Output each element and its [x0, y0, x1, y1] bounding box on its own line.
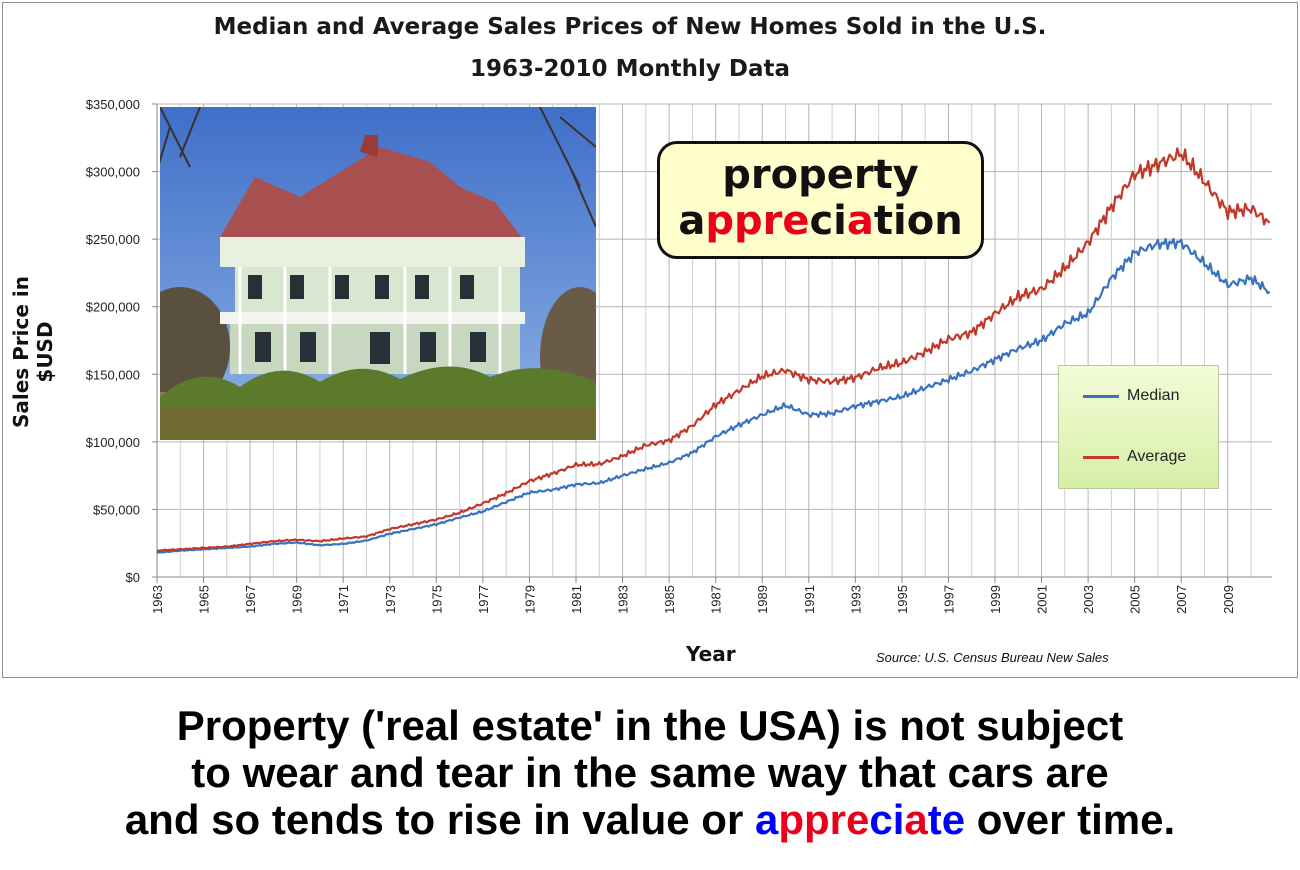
- y-axis-label: Sales Price in $USD: [9, 275, 57, 429]
- legend-label-median: Median: [1127, 387, 1180, 404]
- caption-line2: to wear and tear in the same way that ca…: [191, 749, 1109, 796]
- x-tick-label: 1993: [848, 585, 863, 614]
- x-tick-label: 1971: [336, 585, 351, 614]
- x-tick-label: 1987: [709, 585, 724, 614]
- legend-item-median: Median: [1083, 387, 1179, 405]
- x-tick-label: 2007: [1174, 585, 1189, 614]
- x-axis-label: Year: [686, 642, 736, 666]
- x-tick-label: 1995: [895, 585, 910, 614]
- x-tick-label: 1999: [988, 585, 1003, 614]
- property-appreciation-callout: property appreciation: [657, 141, 984, 259]
- y-tick-label: $150,000: [86, 367, 140, 382]
- y-tick-label: $350,000: [86, 97, 140, 112]
- y-tick-label: $50,000: [93, 502, 140, 517]
- chart-legend: Median Average: [1058, 365, 1219, 489]
- series-lines: [156, 147, 1271, 554]
- x-tick-label: 1997: [941, 585, 956, 614]
- callout-line1: property: [722, 152, 919, 198]
- caption-text: Property ('real estate' in the USA) is n…: [0, 702, 1300, 843]
- x-tick-label: 2003: [1081, 585, 1096, 614]
- chart-area: $0 $50,000 $100,000 $150,000 $200,000 $250,00…: [86, 97, 1272, 614]
- median-swatch: [1083, 394, 1119, 398]
- chart-subtitle: 1963-2010 Monthly Data: [469, 56, 791, 82]
- x-tick-labels: 1963 1965 1967 1969 1971 1973 1975 1977 1979 1981…: [150, 585, 1236, 614]
- y-tick-label: $300,000: [86, 165, 140, 180]
- x-tick-label: 1967: [243, 585, 258, 614]
- x-tick-label: 1973: [383, 585, 398, 614]
- series-line-median: [156, 237, 1271, 554]
- x-tick-label: 1975: [429, 585, 444, 614]
- caption-line3: and so tends to rise in value or appreci…: [124, 796, 1176, 843]
- y-tick-label: $250,000: [86, 232, 140, 247]
- series-line-average: [156, 147, 1271, 553]
- x-tick-label: 2005: [1128, 585, 1143, 614]
- callout-line2: appreciation: [678, 198, 963, 244]
- y-tick-label: $200,000: [86, 300, 140, 315]
- chart-title: Median and Average Sales Prices of New H…: [213, 14, 1047, 40]
- x-tick-label: 1985: [662, 585, 677, 614]
- y-tick-label: $0: [126, 570, 140, 585]
- x-tick-label: 1981: [569, 585, 584, 614]
- y-tick-label: $100,000: [86, 435, 140, 450]
- legend-label-average: Average: [1127, 448, 1187, 465]
- x-tick-label: 1977: [476, 585, 491, 614]
- x-tick-label: 1991: [802, 585, 817, 614]
- x-tick-label: 1969: [290, 585, 305, 614]
- x-tick-label: 1989: [755, 585, 770, 614]
- legend-item-average: Average: [1083, 448, 1186, 466]
- axes: [152, 103, 1272, 583]
- victorian-house-photo: [160, 107, 596, 440]
- x-tick-label: 1979: [522, 585, 537, 614]
- x-tick-label: 2001: [1035, 585, 1050, 614]
- average-swatch: [1083, 455, 1119, 459]
- x-tick-label: 1983: [616, 585, 631, 614]
- x-tick-label: 2009: [1221, 585, 1236, 614]
- caption-line1: Property ('real estate' in the USA) is n…: [176, 702, 1124, 749]
- y-tick-labels: $0 $50,000 $100,000 $150,000 $200,000 $250,00…: [86, 97, 140, 585]
- x-tick-label: 1963: [150, 585, 165, 614]
- x-tick-label: 1965: [197, 585, 212, 614]
- source-note: Source: U.S. Census Bureau New Sales: [876, 650, 1109, 665]
